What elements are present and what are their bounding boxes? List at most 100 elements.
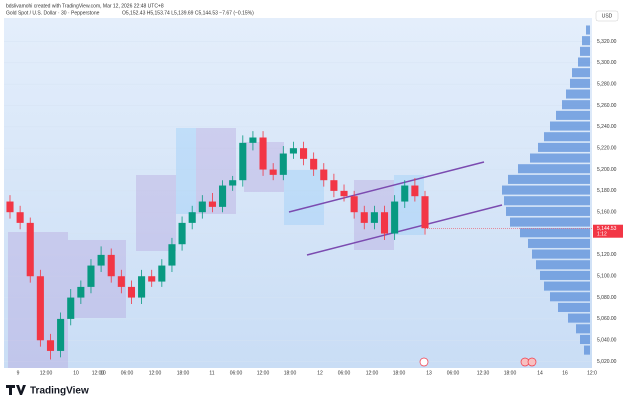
- candle-body: [320, 169, 328, 181]
- volume-profile-bar: [550, 121, 590, 131]
- y-tick-label: 5,220.00: [597, 146, 617, 152]
- y-tick-label: 5,260.00: [597, 103, 617, 109]
- x-tick-label: 06:00: [338, 370, 351, 376]
- volume-profile-bar: [580, 334, 590, 344]
- y-tick-label: 5,180.00: [597, 188, 617, 194]
- candle-body: [391, 201, 399, 234]
- candle-body: [279, 153, 287, 175]
- x-tick-label: 12:00: [366, 370, 379, 376]
- symbol-title: Gold Spot / U.S. Dollar · 30 · Peppersto…: [6, 10, 100, 16]
- logo-icon: [6, 385, 26, 395]
- candle-body: [57, 318, 65, 351]
- candle-body: [77, 286, 85, 298]
- trendline-lower: [306, 204, 503, 256]
- candle-body: [148, 276, 156, 282]
- volume-profile-bar: [506, 206, 590, 216]
- volume-profile-bar: [530, 153, 590, 163]
- y-tick-label: 5,120.00: [597, 252, 617, 258]
- volume-profile-bar: [540, 270, 590, 280]
- volume-profile-bar: [576, 324, 590, 334]
- y-tick-label: 5,280.00: [597, 81, 617, 87]
- candle-body: [16, 212, 24, 223]
- volume-profile-bar: [550, 292, 590, 302]
- volume-profile-bar: [518, 164, 590, 174]
- event-icon[interactable]: [527, 357, 537, 367]
- currency[interactable]: USD: [602, 13, 613, 19]
- event-icon[interactable]: [419, 357, 429, 367]
- y-tick-label: 5,100.00: [597, 274, 617, 280]
- volume-profile-bar: [566, 89, 590, 99]
- volume-profile-bar: [502, 185, 590, 195]
- volume-profile-bar: [580, 46, 590, 56]
- price-axis: [592, 0, 625, 378]
- volume-profile-bar: [556, 110, 590, 120]
- candle-body: [370, 212, 378, 223]
- candle-body: [67, 297, 75, 319]
- volume-profile-bar: [570, 78, 590, 88]
- footer: [0, 378, 625, 402]
- x-tick-label: 06:00: [447, 370, 460, 376]
- candle-body: [26, 222, 34, 277]
- last-price-tag: [593, 224, 623, 238]
- ohlc-label: O5,152.43 H5,153.74 L5,139.69 C5,144.53 …: [122, 10, 254, 16]
- countdown: 1:12: [597, 232, 607, 238]
- candle-body: [310, 158, 318, 170]
- candle-body: [117, 276, 125, 287]
- volume-profile-bar: [528, 238, 590, 248]
- x-tick-label: 12: [317, 370, 323, 376]
- x-tick-label: 18:00: [504, 370, 517, 376]
- y-tick-label: 5,300.00: [597, 60, 617, 66]
- x-tick-label: 06:00: [230, 370, 243, 376]
- volume-profile-bar: [586, 25, 590, 35]
- candle-body: [36, 276, 44, 341]
- candle-body: [97, 254, 105, 266]
- logo: TradingView: [30, 386, 89, 397]
- volume-profile-bar: [562, 100, 590, 110]
- candle-body: [259, 137, 267, 170]
- candle-body: [158, 265, 166, 282]
- y-tick-label: 5,080.00: [597, 295, 617, 301]
- x-tick-label: 18:00: [393, 370, 406, 376]
- candle-body: [168, 244, 176, 266]
- y-tick-label: 5,020.00: [597, 359, 617, 365]
- candle-body: [208, 201, 216, 207]
- candle-body: [299, 148, 308, 159]
- volume-profile-bar: [532, 249, 590, 259]
- volume-profile-bar: [544, 132, 590, 142]
- volume-profile-bar: [578, 57, 590, 67]
- x-tick-label: 18:00: [177, 370, 190, 376]
- candle-body: [249, 137, 257, 143]
- credit: bdslivamohi created with TradingView.com…: [6, 3, 164, 9]
- y-tick-label: 5,320.00: [597, 39, 617, 45]
- candle-body: [229, 180, 237, 186]
- x-tick-label: 12:00: [257, 370, 270, 376]
- trendline-upper: [288, 161, 485, 213]
- x-tick-label: 10: [73, 370, 79, 376]
- x-tick-label: 14: [537, 370, 543, 376]
- candle-body: [6, 201, 14, 213]
- volume-profile-bar: [538, 142, 590, 152]
- volume-profile-bar: [504, 196, 590, 206]
- candle-body: [219, 185, 227, 207]
- volume-profile-bar: [582, 36, 590, 46]
- candle-body: [87, 265, 95, 287]
- candle-body: [178, 222, 186, 245]
- x-tick-label: 10: [100, 370, 106, 376]
- candle-body: [46, 340, 55, 351]
- candle-body: [360, 212, 368, 223]
- candle-body: [269, 169, 277, 175]
- candle-body: [411, 185, 419, 197]
- candle-body: [380, 212, 389, 234]
- volume-profile-bar: [584, 345, 590, 355]
- volume-profile-bar: [568, 313, 590, 323]
- volume-profile-bar: [510, 217, 590, 227]
- candle-body: [188, 212, 196, 223]
- y-tick-label: 5,160.00: [597, 210, 617, 216]
- plot-area: [4, 18, 592, 368]
- candle-body: [340, 190, 348, 197]
- candle-body: [138, 276, 146, 298]
- x-tick-label: 18:00: [284, 370, 297, 376]
- candle-body: [350, 196, 358, 213]
- currency-button[interactable]: [595, 10, 619, 22]
- x-tick-label: 06:00: [121, 370, 134, 376]
